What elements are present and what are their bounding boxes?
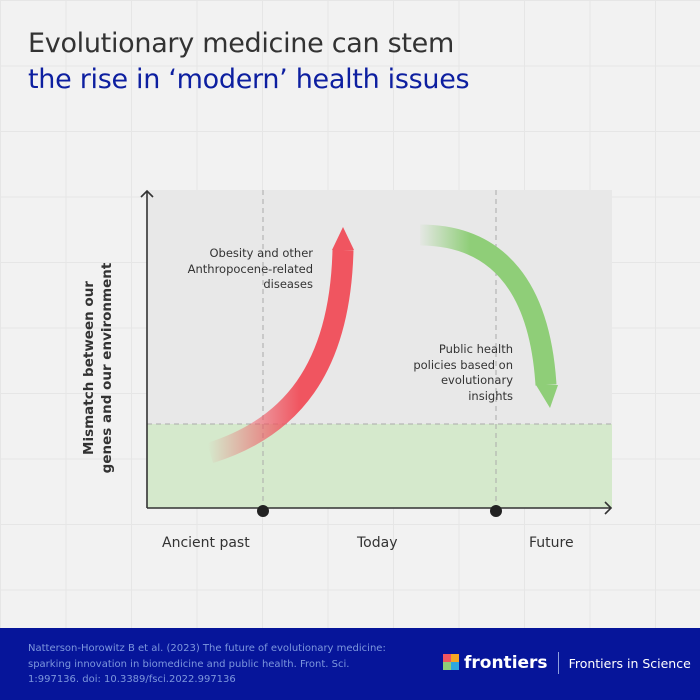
red-arrow-label: Obesity and other Anthropocene-related d… — [187, 246, 313, 291]
future-marker — [490, 505, 502, 517]
baseline-band — [147, 424, 612, 508]
green-arrow-body — [419, 224, 557, 386]
title-line-1: Evolutionary medicine can stem — [28, 28, 454, 59]
frontiers-logo-icon — [443, 654, 459, 672]
journal-name: Frontiers in Science — [568, 655, 691, 671]
citation: Natterson-Horowitz B et al. (2023) The f… — [28, 643, 386, 685]
footer: Natterson-Horowitz B et al. (2023) The f… — [0, 628, 700, 700]
red-arrow-body — [206, 249, 354, 464]
x-axis-arrow-icon — [604, 501, 613, 515]
x-label-today: Today — [357, 535, 398, 551]
page-title: Evolutionary medicine can stem the rise … — [28, 26, 470, 98]
y-axis-arrow-icon — [140, 189, 154, 198]
frontiers-logo: frontiers Frontiers in Science — [443, 652, 691, 674]
red-arrow-head — [332, 227, 354, 250]
x-label-ancient-past: Ancient past — [162, 535, 250, 551]
green-arrow-head — [536, 385, 558, 408]
green-arrow-label: Public health policies based on evolutio… — [413, 342, 513, 403]
y-axis-label: Mismatch between our genes and our envir… — [81, 262, 115, 474]
brand-name: frontiers — [464, 653, 548, 673]
logo-divider — [557, 652, 559, 674]
today-marker — [257, 505, 269, 517]
title-line-2: the rise in ‘modern’ health issues — [28, 64, 470, 95]
x-label-future: Future — [529, 535, 574, 551]
